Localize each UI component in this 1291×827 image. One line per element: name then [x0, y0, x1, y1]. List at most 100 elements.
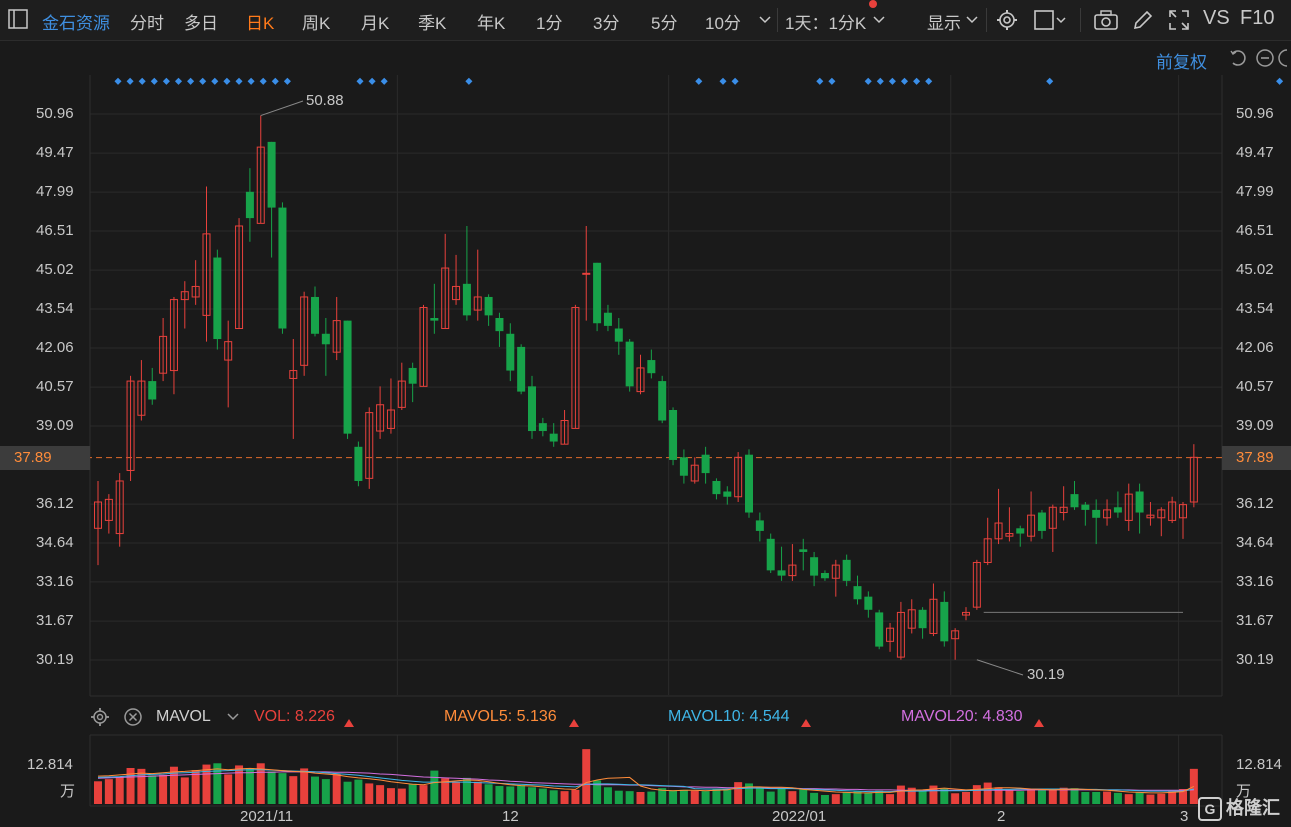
- tab-period-intraday[interactable]: 分时: [130, 14, 164, 33]
- toolbar-divider: [986, 8, 987, 32]
- candle-body: [300, 296, 309, 366]
- volume-bar: [202, 764, 211, 804]
- signal-marker-icon: [695, 77, 703, 85]
- more-periods-chevron-icon[interactable]: [758, 12, 772, 26]
- settings-gear-icon[interactable]: [995, 8, 1019, 32]
- candle-body: [213, 257, 222, 340]
- tab-period-weekly[interactable]: 周K: [302, 14, 331, 33]
- candle-body: [1189, 456, 1198, 503]
- price-axis-label-right: 31.67: [1236, 612, 1274, 630]
- volume-bar: [397, 788, 406, 804]
- price-axis-label-left: 46.51: [36, 221, 74, 239]
- mavol10-up-arrow-icon: [801, 714, 811, 732]
- price-adjust-select[interactable]: 前复权: [1156, 53, 1207, 72]
- signal-marker-icon: [114, 77, 122, 85]
- indicator-name[interactable]: MAVOL: [156, 708, 211, 725]
- tab-period-1min[interactable]: 1分: [536, 14, 563, 33]
- price-axis-label-right: 40.57: [1236, 378, 1274, 396]
- f10-button[interactable]: F10: [1240, 7, 1275, 29]
- zoom-out-icon[interactable]: [1255, 48, 1275, 68]
- candle-body: [560, 420, 569, 445]
- tab-period-yearly[interactable]: 年K: [477, 14, 506, 33]
- layout-box-icon[interactable]: [1033, 8, 1066, 32]
- signal-marker-icon: [1276, 77, 1284, 85]
- mavol20-line: [97, 771, 1194, 791]
- stock-name[interactable]: 金石资源: [42, 14, 110, 33]
- volume-bar: [506, 786, 515, 804]
- price-axis-label-right: 39.09: [1236, 417, 1274, 435]
- indicator-chevron-icon[interactable]: [226, 710, 240, 729]
- tab-period-monthly[interactable]: 月K: [361, 14, 390, 33]
- volume-bar: [289, 776, 298, 804]
- signal-marker-icon: [199, 77, 207, 85]
- display-menu[interactable]: 显示: [927, 14, 961, 33]
- candle-body: [842, 559, 851, 581]
- tab-period-3min[interactable]: 3分: [593, 14, 620, 33]
- candle-body: [614, 328, 623, 342]
- candle-body: [669, 410, 678, 460]
- volume-bar: [690, 790, 699, 804]
- volume-bar: [1189, 768, 1198, 804]
- volume-bar: [658, 788, 667, 804]
- low-price-label: 30.19: [1027, 666, 1065, 683]
- zoom-in-icon[interactable]: [1277, 48, 1291, 68]
- volume-bar: [169, 766, 178, 804]
- tab-period-multiday[interactable]: 多日: [184, 14, 218, 33]
- candle-body: [625, 341, 634, 387]
- volume-bar: [842, 792, 851, 804]
- candle-body: [1103, 509, 1112, 519]
- candle-body: [430, 317, 439, 321]
- volume-bar: [1157, 793, 1166, 804]
- tab-period-daily[interactable]: 日K: [246, 14, 275, 33]
- volume-bar: [180, 777, 189, 804]
- tab-period-10min[interactable]: 10分: [705, 14, 741, 33]
- vs-compare-button[interactable]: VS: [1203, 7, 1230, 29]
- volume-bar: [278, 773, 287, 804]
- candle-body: [962, 611, 970, 616]
- volume-bar: [311, 776, 319, 804]
- volume-bar: [300, 768, 309, 804]
- volume-bar: [907, 787, 916, 804]
- signal-marker-icon: [719, 77, 727, 85]
- candle-body: [571, 306, 580, 429]
- fullscreen-icon[interactable]: [1167, 8, 1191, 32]
- volume-bar: [918, 791, 927, 804]
- volume-bar: [224, 774, 233, 804]
- volume-bar: [1146, 794, 1155, 804]
- compare-mode-select[interactable]: 1天：1分K: [785, 14, 867, 33]
- volume-bar: [104, 779, 113, 804]
- volume-bar: [810, 792, 819, 804]
- volume-bar: [1103, 791, 1112, 804]
- candle-body: [245, 191, 254, 219]
- indicator-settings-gear-icon[interactable]: [90, 707, 110, 732]
- compare-mode-chevron-icon[interactable]: [872, 12, 886, 26]
- price-axis-label-left: 50.96: [36, 105, 74, 122]
- pencil-icon[interactable]: [1131, 8, 1155, 32]
- tab-period-quarterly[interactable]: 季K: [418, 14, 447, 33]
- indicator-close-icon[interactable]: [123, 707, 143, 732]
- sidebar-toggle-icon[interactable]: [8, 9, 28, 29]
- price-axis-label-right: 46.51: [1236, 221, 1274, 239]
- tab-period-5min[interactable]: 5分: [651, 14, 678, 33]
- volume-bar: [777, 788, 786, 804]
- volume-bar: [1048, 788, 1057, 804]
- volume-bar: [723, 789, 732, 804]
- candle-body: [397, 380, 406, 408]
- candle-body: [202, 233, 211, 316]
- display-chevron-icon[interactable]: [965, 12, 979, 26]
- volume-bar: [571, 789, 580, 804]
- camera-icon[interactable]: [1093, 8, 1118, 32]
- mavol5-up-arrow-icon: [569, 714, 579, 732]
- volume-bar: [1070, 788, 1079, 804]
- candle-body: [484, 296, 493, 316]
- candle-body: [994, 522, 1003, 540]
- candle-body: [593, 262, 602, 324]
- candle-body: [636, 367, 645, 393]
- volume-bar: [213, 763, 222, 804]
- candle-body: [278, 207, 287, 329]
- volume-bar: [625, 791, 634, 804]
- candle-body: [886, 627, 895, 642]
- price-axis-label-left: 40.57: [36, 378, 74, 396]
- candle-body: [538, 423, 547, 432]
- reset-icon[interactable]: [1228, 48, 1248, 68]
